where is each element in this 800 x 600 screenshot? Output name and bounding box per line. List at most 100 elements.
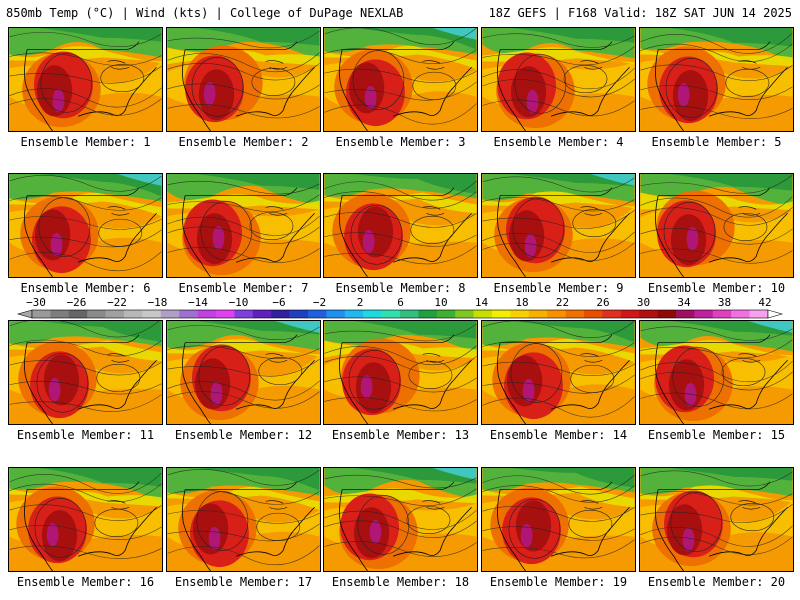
ensemble-map [166,27,321,132]
colorbar-swatch [289,310,309,318]
ensemble-caption: Ensemble Member: 10 [647,281,786,295]
colorbar-tick-label: −30 [26,296,46,309]
colorbar-tick-label: −18 [148,296,168,309]
ensemble-caption: Ensemble Member: 19 [489,575,628,589]
ensemble-panel: Ensemble Member: 11 [8,320,163,442]
ensemble-map [8,467,163,572]
colorbar-tick-label: 38 [718,296,731,309]
colorbar-swatch [234,310,254,318]
ensemble-panel: Ensemble Member: 17 [166,467,321,589]
ensemble-caption: Ensemble Member: 18 [331,575,470,589]
colorbar-swatch [492,310,511,318]
ensemble-panel: Ensemble Member: 5 [639,27,794,149]
ensemble-map [8,320,163,425]
ensemble-caption: Ensemble Member: 7 [178,281,309,295]
colorbar-swatch [32,310,51,318]
colorbar-swatch [418,310,438,318]
colorbar-tick-label: −6 [272,296,285,309]
colorbar-swatch [344,310,364,318]
header-left: 850mb Temp (°C) | Wind (kts) | College o… [6,6,404,20]
ensemble-map [166,320,321,425]
ensemble-caption: Ensemble Member: 1 [20,135,151,149]
ensemble-map [481,173,636,278]
ensemble-map [639,173,794,278]
colorbar-swatch [179,310,198,318]
ensemble-panel: Ensemble Member: 15 [639,320,794,442]
colorbar-swatch [436,310,456,318]
colorbar-tick-label: 2 [357,296,364,309]
colorbar-swatch [68,310,88,318]
colorbar-swatch [271,310,290,318]
ensemble-caption: Ensemble Member: 8 [335,281,466,295]
ensemble-map [481,467,636,572]
header-right: 18Z GEFS | F168 Valid: 18Z SAT JUN 14 20… [488,6,792,20]
colorbar-tick-label: −2 [313,296,326,309]
colorbar-swatch [712,310,732,318]
ensemble-map [166,467,321,572]
ensemble-caption: Ensemble Member: 16 [16,575,155,589]
temperature-colorbar: −30 −26 −22 −18 −14 −10 −6 −2 2 6 10 14 18 22 26 30 34 38… [16,296,784,319]
ensemble-map [323,27,478,132]
colorbar-swatch [510,310,530,318]
colorbar-swatch [381,310,401,318]
ensemble-panel: Ensemble Member: 6 [8,173,163,295]
colorbar-swatch [216,310,235,318]
colorbar-swatch [50,310,70,318]
colorbar-swatch [528,310,548,318]
colorbar-swatch [565,310,585,318]
colorbar-swatch [584,310,603,318]
ensemble-map [481,27,636,132]
ensemble-panel: Ensemble Member: 8 [323,173,478,295]
ensemble-caption: Ensemble Member: 6 [20,281,151,295]
ensemble-panel: Ensemble Member: 12 [166,320,321,442]
colorbar-swatch [657,310,677,318]
ensemble-caption: Ensemble Member: 14 [489,428,628,442]
colorbar-swatch [731,310,750,318]
ensemble-panel: Ensemble Member: 19 [481,467,636,589]
ensemble-panel: Ensemble Member: 10 [639,173,794,295]
ensemble-caption: Ensemble Member: 13 [331,428,470,442]
ensemble-map [8,173,163,278]
ensemble-panel: Ensemble Member: 2 [166,27,321,149]
colorbar-swatch [160,310,180,318]
ensemble-panel: Ensemble Member: 20 [639,467,794,589]
colorbar-tick-label: −26 [67,296,87,309]
colorbar-tick-label: 34 [677,296,691,309]
ensemble-panel: Ensemble Member: 14 [481,320,636,442]
ensemble-caption: Ensemble Member: 2 [178,135,309,149]
ensemble-caption: Ensemble Member: 11 [16,428,155,442]
colorbar-swatch [326,310,346,318]
colorbar-swatch [105,310,125,318]
colorbar-swatch [308,310,327,318]
ensemble-caption: Ensemble Member: 9 [493,281,624,295]
ensemble-map [323,320,478,425]
colorbar-tick-label: 22 [556,296,569,309]
colorbar-swatch [620,310,640,318]
ensemble-map [323,467,478,572]
ensemble-panel: Ensemble Member: 18 [323,467,478,589]
ensemble-caption: Ensemble Member: 5 [651,135,782,149]
colorbar-tick-label: −22 [107,296,127,309]
colorbar-tick-label: −14 [188,296,208,309]
colorbar-swatch [124,310,143,318]
ensemble-caption: Ensemble Member: 12 [174,428,313,442]
colorbar-left-arrow [16,309,33,319]
colorbar-swatch [694,310,714,318]
colorbar-swatch [363,310,382,318]
ensemble-map [481,320,636,425]
ensemble-map [323,173,478,278]
ensemble-map [639,467,794,572]
ensemble-panel: Ensemble Member: 7 [166,173,321,295]
ensemble-panel: Ensemble Member: 1 [8,27,163,149]
colorbar-tick-label: 42 [758,296,771,309]
colorbar-swatch [87,310,106,318]
colorbar-swatch [455,310,474,318]
ensemble-panel: Ensemble Member: 13 [323,320,478,442]
ensemble-caption: Ensemble Member: 17 [174,575,313,589]
ensemble-map [639,320,794,425]
ensemble-panel: Ensemble Member: 16 [8,467,163,589]
ensemble-caption: Ensemble Member: 15 [647,428,786,442]
colorbar-swatch [197,310,217,318]
ensemble-panel: Ensemble Member: 4 [481,27,636,149]
colorbar-tick-label: 26 [596,296,609,309]
